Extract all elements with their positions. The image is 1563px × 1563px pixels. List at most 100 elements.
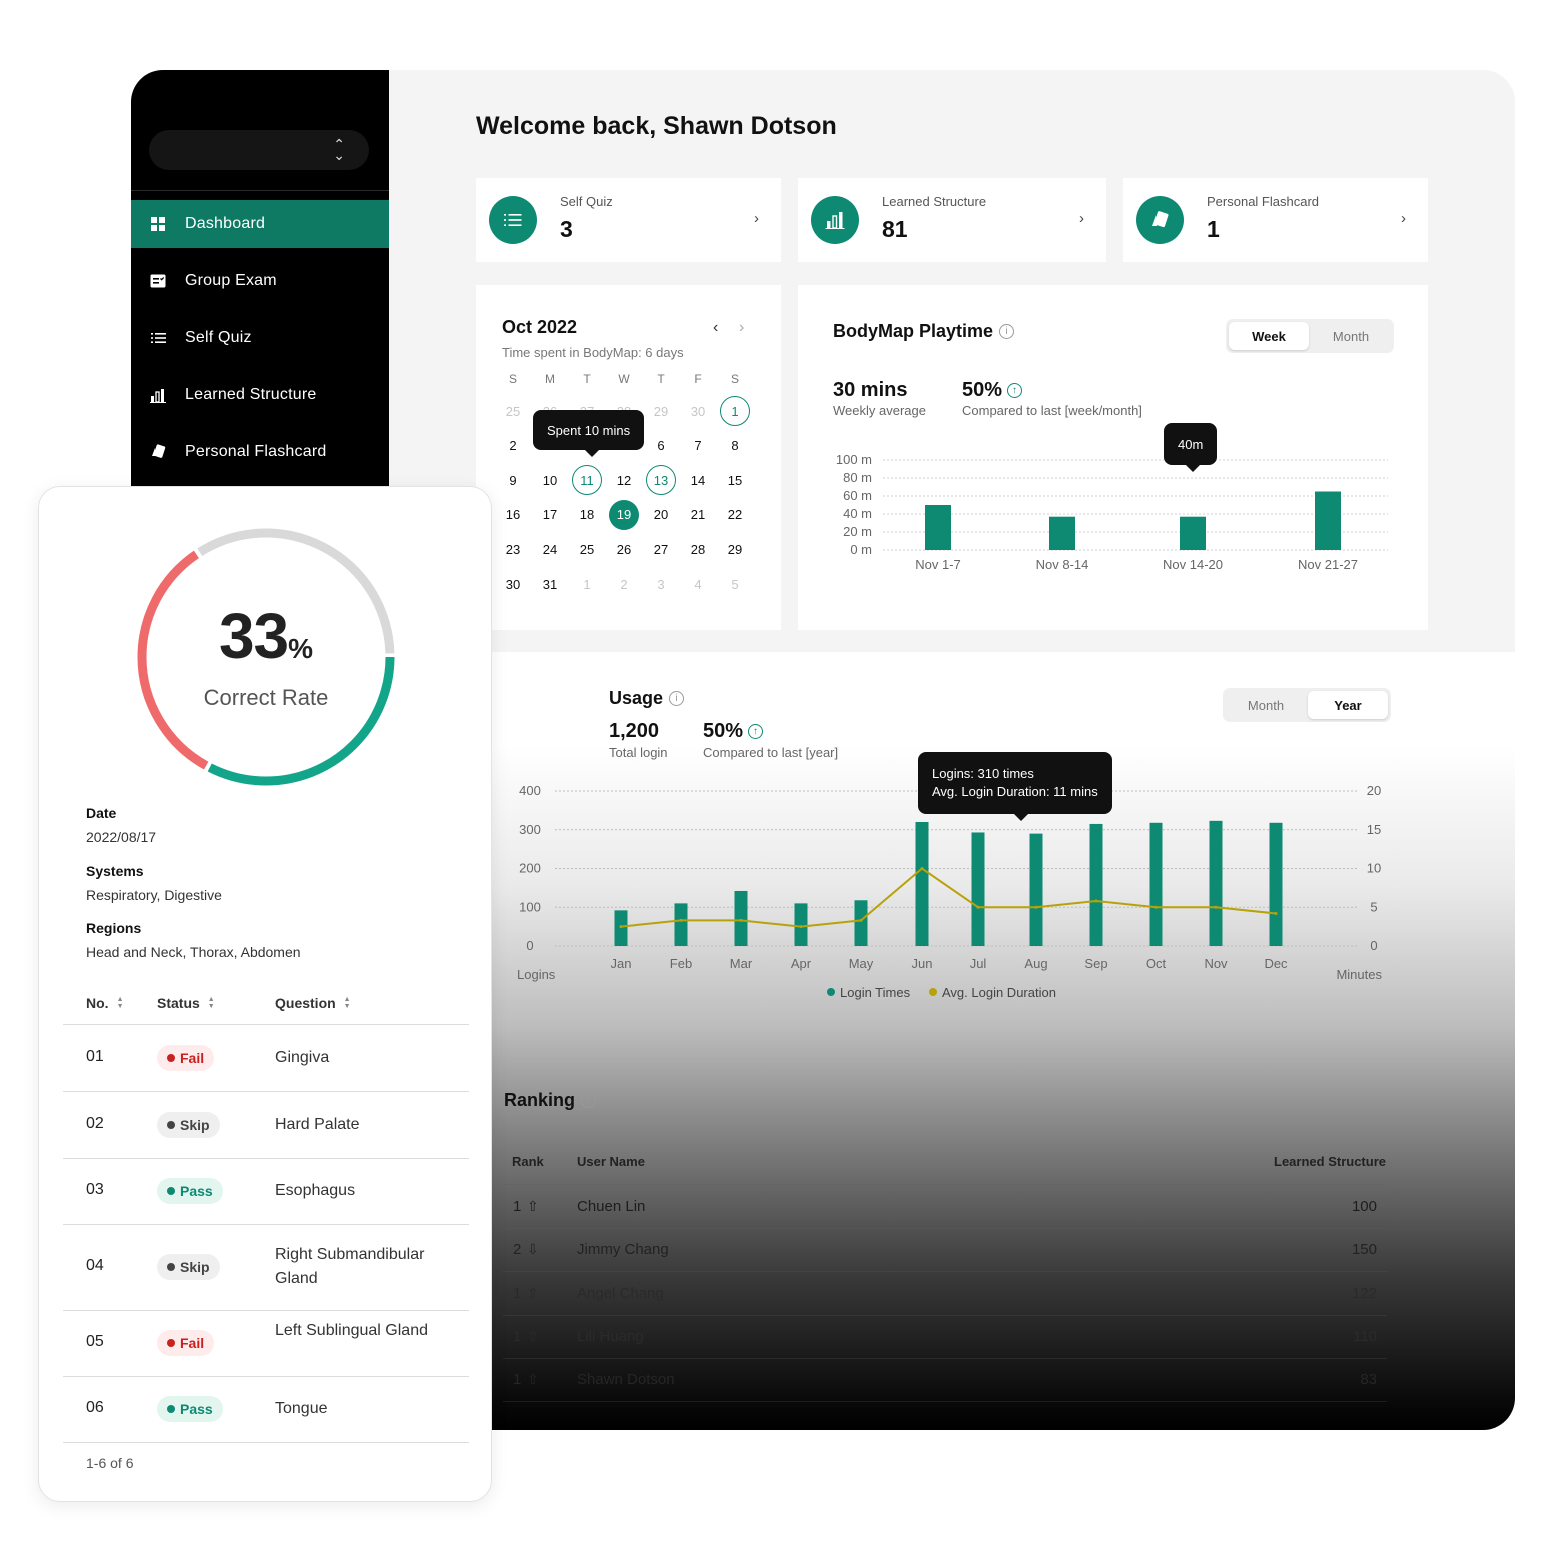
duration-point [1214,905,1218,909]
calendar-day[interactable]: 20 [653,507,669,523]
calendar-day[interactable]: 29 [727,541,743,557]
info-icon[interactable]: i [581,1093,597,1108]
calendar-day[interactable]: 2 [620,576,628,592]
x-tick-label: Jun [912,956,933,971]
calendar-day[interactable]: 25 [505,403,521,419]
toggle-year[interactable]: Year [1308,691,1388,719]
usage-period-toggle: Month Year [1223,688,1391,722]
calendar-day[interactable]: 24 [542,541,558,557]
playtime-bar[interactable] [1180,516,1206,550]
sidebar-item-personal-flashcard[interactable]: Personal Flashcard [131,428,389,476]
duration-point [679,918,683,922]
usage-bar[interactable] [1089,823,1103,946]
usage-bar[interactable] [854,900,868,946]
donut-segment-skipped [137,528,395,786]
calendar-day[interactable]: 14 [690,472,706,488]
usage-bar[interactable] [1209,820,1223,946]
rank-column-header[interactable]: Rank [512,1154,544,1169]
no-column-header[interactable]: No. ▲ ▼ [86,995,124,1011]
sidebar-item-group-exam[interactable]: Group Exam [131,257,389,305]
calendar-day[interactable]: 17 [542,507,558,523]
usage-bar[interactable] [1029,833,1043,946]
calendar-day[interactable]: 2 [509,438,517,454]
calendar-day[interactable]: 4 [694,576,702,592]
sidebar-item-dashboard[interactable]: Dashboard [131,200,389,248]
usage-bar[interactable] [1149,822,1163,946]
usage-bar[interactable] [674,903,688,946]
usage-bar[interactable] [614,910,628,946]
y-left-tick-label: 0 [526,938,533,953]
y-right-tick-label: 10 [1367,861,1381,876]
usage-bar[interactable] [734,890,748,946]
calendar-day[interactable]: 18 [579,507,595,523]
ranking-row[interactable]: 1 ⇧ Lili Huang 110 [503,1316,1387,1359]
toggle-week[interactable]: Week [1229,322,1309,350]
stat-card-personal-flashcard[interactable]: Personal Flashcard 1 › [1123,178,1428,262]
calendar-day[interactable]: 5 [731,576,739,592]
flashcard-icon [131,444,185,460]
calendar-day[interactable]: 7 [694,438,702,454]
sidebar-item-self-quiz[interactable]: Self Quiz [131,314,389,362]
weekday-label: W [618,372,630,386]
playtime-bar[interactable] [1315,491,1341,551]
playtime-bar[interactable] [1049,516,1075,550]
calendar-day[interactable]: 1 [583,576,591,592]
ranking-row[interactable]: 1 ⇧ Chuen Lin 100 [503,1186,1387,1229]
calendar-day[interactable]: 27 [653,541,669,557]
calendar-day[interactable]: 23 [505,541,521,557]
arrow-up-circle-icon: ↑ [1007,383,1023,398]
calendar-day[interactable]: 10 [542,472,558,488]
calendar-day[interactable]: 30 [505,576,521,592]
playtime-bar[interactable] [925,505,951,550]
calendar-day[interactable]: 6 [657,438,665,454]
ranking-row[interactable]: 1 ⇧ Angel Chang 122 [503,1273,1387,1316]
username-column-header[interactable]: User Name [577,1154,645,1169]
question-column-header[interactable]: Question ▲ ▼ [275,995,351,1011]
next-month-button[interactable]: › [739,319,745,336]
calendar-day[interactable]: 19 [609,499,639,530]
workspace-select[interactable]: ⌃ ⌄ [149,130,369,170]
toggle-month[interactable]: Month [1247,697,1285,713]
calendar-day[interactable]: 1 [720,396,750,426]
table-divider [63,1224,469,1225]
calendar-subtitle: Time spent in BodyMap: 6 days [502,345,684,360]
stat-card-learned-structure[interactable]: Learned Structure 81 › [798,178,1106,262]
usage-bar[interactable] [971,832,985,946]
calendar-day[interactable]: 31 [542,576,558,592]
usage-bar[interactable] [794,903,808,946]
ranking-row[interactable]: 2 ⇩ Jimmy Chang 150 [503,1229,1387,1273]
usage-bar[interactable] [1269,822,1283,946]
calendar-day[interactable]: 8 [731,438,739,454]
toggle-month[interactable]: Month [1332,328,1370,344]
question-number: 04 [86,1257,104,1274]
calendar-day[interactable]: 26 [616,541,632,557]
learned-column-header[interactable]: Learned Structure [1274,1154,1386,1169]
calendar-day[interactable]: 15 [727,472,743,488]
calendar-day[interactable]: 12 [616,472,632,488]
calendar-day[interactable]: 13 [646,465,676,496]
calendar-day[interactable]: 9 [509,472,517,488]
user-name: Jimmy Chang [577,1241,669,1259]
calendar-day[interactable]: 28 [690,541,706,557]
calendar-day[interactable]: 30 [690,403,706,419]
ranking-row[interactable]: 1 ⇧ Shawn Dotson 83 [503,1359,1387,1403]
calendar-day[interactable]: 29 [653,403,669,419]
info-icon[interactable]: i [669,691,685,706]
calendar-day[interactable]: 21 [690,507,706,523]
usage-card: Usage i Month Year 1,200 Total login 50%… [488,652,1515,1430]
calendar-day[interactable]: 22 [727,507,743,523]
question-number: 03 [86,1181,104,1198]
prev-month-button[interactable]: ‹ [713,319,719,336]
table-divider [63,1158,469,1159]
status-column-header[interactable]: Status ▲ ▼ [157,995,215,1011]
arrow-up-icon: ⇧ [527,1371,539,1388]
calendar-day[interactable]: 25 [579,541,595,557]
calendar-day[interactable]: 11 [572,465,602,496]
calendar-day[interactable]: 3 [657,576,665,592]
usage-bar[interactable] [915,822,929,946]
calendar-day[interactable]: 16 [505,507,521,523]
info-icon[interactable]: i [999,324,1015,339]
stat-card-self-quiz[interactable]: Self Quiz 3 › [476,178,781,262]
sidebar-item-learned-structure[interactable]: Learned Structure [131,371,389,419]
